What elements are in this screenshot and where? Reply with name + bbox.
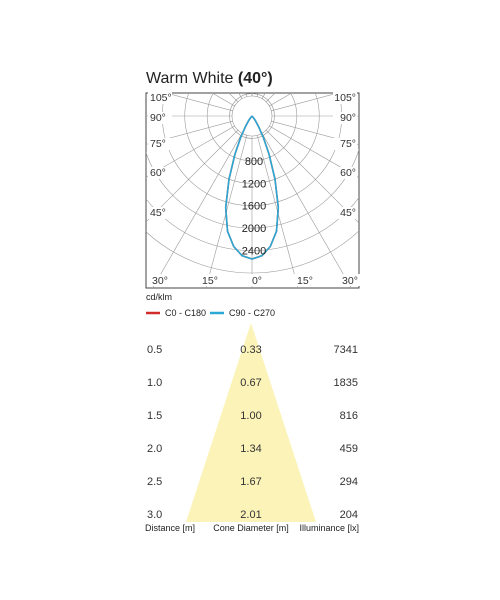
row-cone-diameter: 0.33 (240, 344, 261, 356)
polar-curves (224, 115, 280, 260)
grid-spoke (261, 133, 352, 288)
chart-title: Warm White (40°) (146, 70, 273, 87)
grid-spoke (269, 93, 293, 107)
grid-spoke (211, 93, 235, 107)
grid-spoke (205, 135, 248, 288)
angle-label-bg (333, 112, 357, 124)
row-cone-diameter: 1.00 (240, 410, 261, 422)
grid-spoke (256, 135, 299, 288)
angle-label-bg (148, 138, 172, 150)
angle-label-bg (148, 92, 172, 104)
row-illuminance: 459 (340, 443, 358, 455)
angle-label-bg (148, 112, 172, 124)
angle-label-bg (333, 207, 357, 219)
angle-label-bg (294, 274, 316, 286)
row-cone-diameter: 0.67 (240, 377, 261, 389)
row-illuminance: 294 (340, 476, 358, 488)
angle-label-left: 90° (150, 112, 166, 124)
row-distance: 3.0 (147, 509, 162, 521)
angle-label-bg (148, 167, 172, 179)
series-curve-1 (224, 115, 280, 260)
angle-label-right: 90° (340, 112, 356, 124)
row-distance: 1.0 (147, 377, 162, 389)
legend-label-c0: C0 - C180 (165, 308, 206, 318)
angle-label-right: 60° (340, 167, 356, 179)
angle-label-bg (148, 207, 172, 219)
row-illuminance: 1835 (334, 377, 358, 389)
table-headers: Distance [m] Cone Diameter [m] Illuminan… (145, 523, 359, 533)
unit-label: cd/klm (146, 292, 172, 302)
angle-label-right: 75° (340, 138, 356, 150)
polar-diagram: 800 1200 1600 2000 2400 105° 90° 75° 60° 45° 105° 9… (145, 92, 361, 289)
legend: C0 - C180 C90 - C270 (146, 308, 275, 318)
row-cone-diameter: 1.67 (240, 476, 261, 488)
angle-label-bg (333, 92, 357, 104)
angle-label-right: 45° (340, 207, 356, 219)
row-distance: 2.0 (147, 443, 162, 455)
light-cone-table: 0.5 0.33 7341 1.0 0.67 1835 1.5 1.00 816 2.0 1.34 4… (145, 323, 359, 533)
radial-tick-label: 2000 (242, 223, 266, 235)
angle-label-bg (199, 274, 221, 286)
angle-label-left: 60° (150, 167, 166, 179)
row-illuminance: 7341 (334, 344, 358, 356)
angle-label-bg (149, 274, 171, 286)
row-cone-diameter: 1.34 (240, 443, 261, 455)
row-cone-diameter: 2.01 (240, 509, 261, 521)
angle-label-bg (333, 167, 357, 179)
radial-tick-label: 1200 (242, 178, 266, 190)
radial-tick-label: 800 (245, 156, 263, 168)
grid-spoke (261, 93, 266, 99)
row-distance: 0.5 (147, 344, 162, 356)
grid-spoke (265, 93, 276, 103)
header-cone-diameter: Cone Diameter [m] (213, 523, 289, 533)
angle-label-bg (333, 138, 357, 150)
angle-label-bg (339, 274, 361, 286)
light-cone (186, 323, 316, 522)
grid-spoke (146, 120, 233, 145)
radial-tick-label: 1600 (242, 201, 266, 213)
polar-labels: 800 1200 1600 2000 2400 105° 90° 75° 60° 45° 105° 9… (148, 92, 361, 287)
row-distance: 2.5 (147, 476, 162, 488)
grid-spoke (265, 129, 359, 224)
row-illuminance: 816 (340, 410, 358, 422)
bottom-angle-label: 15° (202, 275, 218, 287)
grid-spoke (152, 133, 243, 288)
angle-label-left: 45° (150, 207, 166, 219)
table-rows: 0.5 0.33 7341 1.0 0.67 1835 1.5 1.00 816 2.0 1.34 4… (147, 344, 358, 521)
grid-spoke (271, 93, 339, 112)
bottom-angle-label: 30° (342, 275, 358, 287)
header-illuminance: Illuminance [lx] (299, 523, 359, 533)
row-distance: 1.5 (147, 410, 162, 422)
bottom-angle-label: 30° (152, 275, 168, 287)
header-distance: Distance [m] (145, 523, 195, 533)
grid-spoke (146, 129, 239, 223)
angle-label-left: 75° (150, 138, 166, 150)
legend-label-c90: C90 - C270 (229, 308, 275, 318)
angle-label-bg (246, 274, 268, 286)
bottom-angle-label: 0° (252, 275, 262, 287)
grid-spoke (146, 125, 235, 178)
row-illuminance: 204 (340, 509, 358, 521)
radial-tick-label: 2400 (242, 246, 266, 258)
grid-spoke (271, 120, 359, 145)
bottom-angle-label: 15° (297, 275, 313, 287)
angle-label-right: 105° (334, 92, 356, 104)
angle-label-left: 105° (150, 92, 172, 104)
grid-spoke (269, 125, 359, 179)
